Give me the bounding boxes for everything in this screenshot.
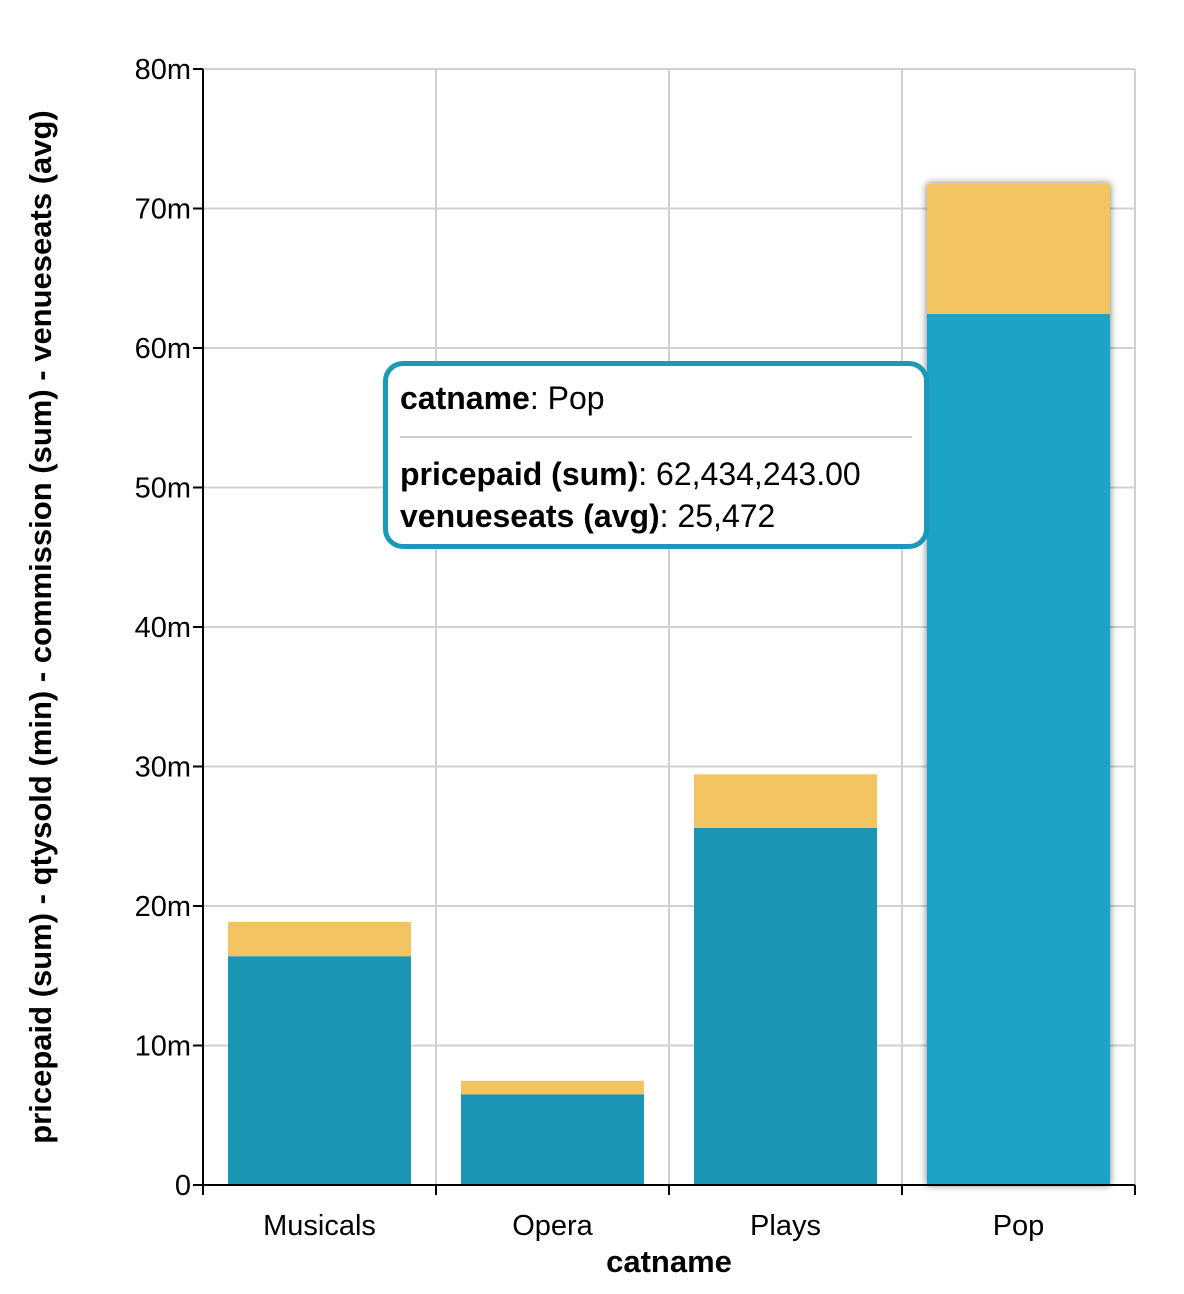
tooltip-row-value: 62,434,243.00 (656, 456, 861, 492)
tooltip-divider (400, 436, 912, 438)
tooltip-row: venueseats (avg): 25,472 (400, 498, 776, 534)
bar-pricepaid (927, 314, 1110, 1185)
bar-commission (694, 774, 877, 828)
bar-stack-opera (461, 1080, 644, 1185)
x-axis-title: catname (606, 1244, 732, 1279)
bar-stack-musicals (228, 921, 411, 1185)
y-tick-label: 50m (135, 473, 191, 505)
bar-commission (927, 183, 1110, 315)
tooltip-row: pricepaid (sum): 62,434,243.00 (400, 456, 861, 492)
bar-commission (228, 921, 411, 957)
bar-pricepaid (694, 827, 877, 1185)
tooltip: catname: Pop pricepaid (sum): 62,434,243… (383, 361, 929, 549)
tooltip-row-value: 25,472 (677, 498, 776, 534)
bar-stack-plays (694, 774, 877, 1185)
y-tick-label: 70m (135, 194, 191, 226)
y-tick-label: 60m (135, 333, 191, 365)
x-tick-label: Musicals (263, 1210, 376, 1242)
axes: 0 10m 20m 30m 40m 50m 60m 70m 80m Musicals Opera Pl… (135, 54, 1136, 1242)
y-tick-label: 30m (135, 752, 191, 784)
y-tick-label: 10m (135, 1031, 191, 1063)
tooltip-title: catname: Pop (400, 380, 605, 416)
y-axis-title: pricepaid (sum) - qtysold (min) - commis… (23, 110, 58, 1144)
bar-commission (461, 1080, 644, 1095)
tooltip-title-key: catname (400, 380, 530, 416)
x-tick-label: Plays (750, 1210, 821, 1242)
x-tick-label: Opera (512, 1210, 593, 1242)
bar-pricepaid (461, 1094, 644, 1185)
y-tick-label: 40m (135, 612, 191, 644)
bar-stack-pop (927, 183, 1110, 1185)
bars (228, 183, 1110, 1185)
tooltip-row-key: pricepaid (sum) (400, 456, 639, 492)
y-tick-label: 0 (175, 1170, 191, 1202)
y-tick-label: 20m (135, 891, 191, 923)
tooltip-row-key: venueseats (avg) (400, 498, 660, 534)
x-tick-label: Pop (993, 1210, 1045, 1242)
y-tick-label: 80m (135, 54, 191, 86)
tooltip-title-value: Pop (547, 380, 605, 416)
bar-pricepaid (228, 956, 411, 1185)
